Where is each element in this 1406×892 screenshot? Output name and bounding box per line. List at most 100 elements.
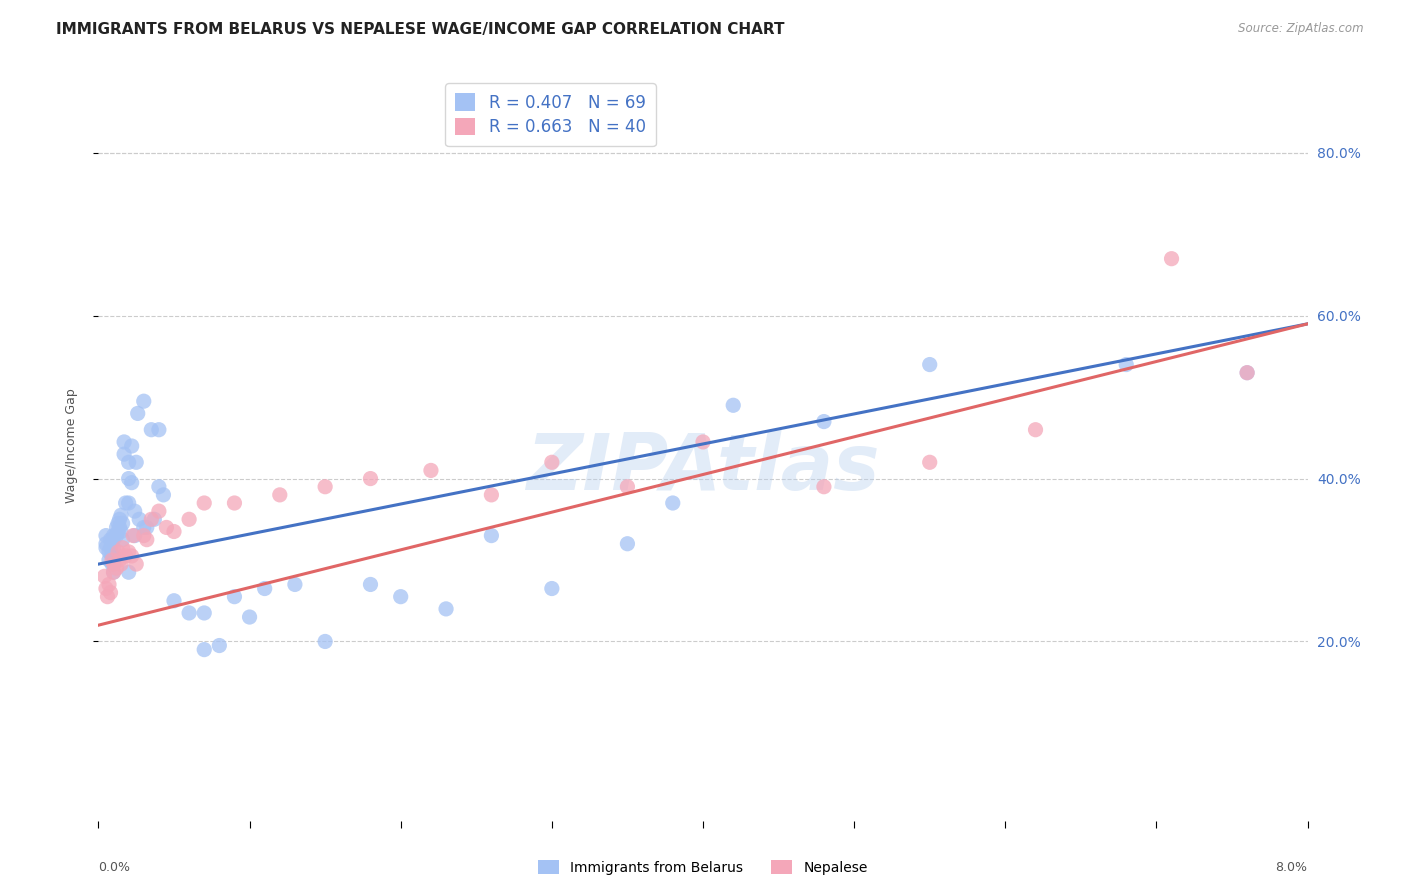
Point xyxy=(111,533,134,547)
Point xyxy=(284,577,307,591)
Point xyxy=(135,533,157,547)
Point xyxy=(163,524,186,539)
Point xyxy=(111,516,134,531)
Point xyxy=(105,520,128,534)
Point xyxy=(103,566,125,580)
Point xyxy=(616,537,638,551)
Point xyxy=(143,512,166,526)
Point xyxy=(98,577,121,591)
Point xyxy=(253,582,276,596)
Point xyxy=(208,639,231,653)
Point xyxy=(314,480,336,494)
Point xyxy=(481,528,503,542)
Point xyxy=(224,496,246,510)
Point xyxy=(94,537,117,551)
Point xyxy=(93,569,115,583)
Point xyxy=(124,504,146,518)
Point xyxy=(360,472,382,486)
Point xyxy=(813,480,835,494)
Point xyxy=(148,504,170,518)
Point xyxy=(1160,252,1182,266)
Point xyxy=(101,557,124,571)
Point xyxy=(148,480,170,494)
Point xyxy=(103,557,125,571)
Point xyxy=(152,488,174,502)
Point xyxy=(108,520,131,534)
Point xyxy=(314,634,336,648)
Point xyxy=(128,512,150,526)
Point xyxy=(124,528,146,542)
Point xyxy=(616,480,638,494)
Point xyxy=(121,549,143,563)
Point xyxy=(110,557,132,571)
Point xyxy=(723,398,745,412)
Point xyxy=(122,528,145,542)
Point xyxy=(132,520,155,534)
Point xyxy=(1236,366,1258,380)
Point xyxy=(103,557,125,571)
Point xyxy=(103,549,125,563)
Point xyxy=(101,553,124,567)
Point xyxy=(132,394,155,409)
Point xyxy=(540,455,562,469)
Point xyxy=(163,593,186,607)
Text: ZIPAtlas: ZIPAtlas xyxy=(526,431,880,507)
Point xyxy=(103,541,125,555)
Point xyxy=(108,512,131,526)
Point xyxy=(1236,366,1258,380)
Point xyxy=(918,358,941,372)
Point xyxy=(103,528,125,542)
Point xyxy=(540,582,562,596)
Point xyxy=(100,541,122,555)
Text: 0.0%: 0.0% xyxy=(98,862,131,874)
Point xyxy=(125,557,148,571)
Point xyxy=(103,566,125,580)
Legend: R = 0.407   N = 69, R = 0.663   N = 40: R = 0.407 N = 69, R = 0.663 N = 40 xyxy=(446,84,655,146)
Point xyxy=(135,520,157,534)
Point xyxy=(105,528,128,542)
Point xyxy=(269,488,291,502)
Point xyxy=(434,602,457,616)
Point xyxy=(692,434,714,449)
Point xyxy=(118,472,141,486)
Y-axis label: Wage/Income Gap: Wage/Income Gap xyxy=(65,389,77,503)
Point xyxy=(114,549,136,563)
Point xyxy=(179,512,201,526)
Point xyxy=(105,561,128,575)
Point xyxy=(107,524,129,539)
Point xyxy=(141,512,163,526)
Point xyxy=(148,423,170,437)
Point xyxy=(96,590,118,604)
Point xyxy=(94,528,117,542)
Point xyxy=(118,545,141,559)
Point xyxy=(193,496,215,510)
Point xyxy=(98,545,121,559)
Point xyxy=(101,549,124,563)
Point xyxy=(224,590,246,604)
Point xyxy=(100,585,122,599)
Point xyxy=(94,582,117,596)
Point xyxy=(389,590,412,604)
Point xyxy=(121,475,143,490)
Point xyxy=(813,415,835,429)
Point xyxy=(94,541,117,555)
Point xyxy=(420,463,443,477)
Point xyxy=(107,516,129,531)
Point xyxy=(360,577,382,591)
Point xyxy=(1025,423,1047,437)
Point xyxy=(118,496,141,510)
Point xyxy=(118,455,141,469)
Point xyxy=(239,610,262,624)
Point xyxy=(661,496,683,510)
Point xyxy=(481,488,503,502)
Text: Source: ZipAtlas.com: Source: ZipAtlas.com xyxy=(1239,22,1364,36)
Point xyxy=(179,606,201,620)
Point xyxy=(114,496,136,510)
Point xyxy=(111,541,134,555)
Point xyxy=(125,455,148,469)
Point xyxy=(108,553,131,567)
Point xyxy=(132,528,155,542)
Text: IMMIGRANTS FROM BELARUS VS NEPALESE WAGE/INCOME GAP CORRELATION CHART: IMMIGRANTS FROM BELARUS VS NEPALESE WAGE… xyxy=(56,22,785,37)
Point xyxy=(112,447,135,461)
Text: 8.0%: 8.0% xyxy=(1275,862,1308,874)
